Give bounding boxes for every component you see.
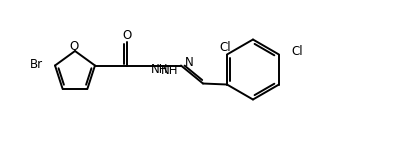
Text: NH: NH xyxy=(160,64,178,77)
Text: O: O xyxy=(69,39,79,53)
Text: Br: Br xyxy=(30,58,43,71)
Text: Cl: Cl xyxy=(290,45,302,58)
Text: NH: NH xyxy=(151,63,168,76)
Text: O: O xyxy=(122,29,131,42)
Text: Cl: Cl xyxy=(219,41,230,54)
Text: N: N xyxy=(185,56,193,69)
